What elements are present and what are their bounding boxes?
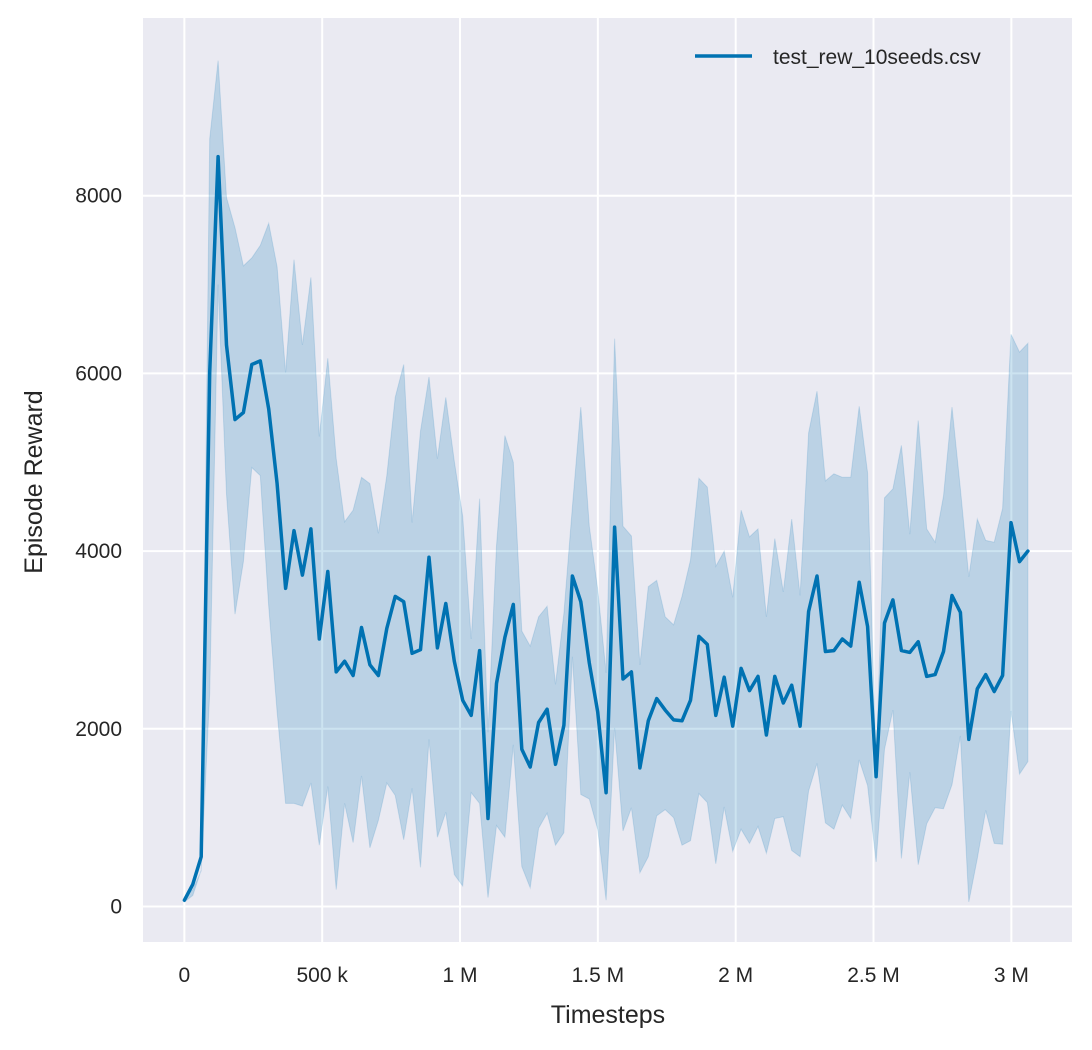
x-tick-label: 0 (179, 964, 191, 987)
x-tick-label: 500 k (296, 964, 348, 987)
y-tick-label: 6000 (75, 362, 122, 385)
x-tick-label: 2 M (718, 964, 753, 987)
y-axis-label: Episode Reward (20, 390, 48, 573)
legend: test_rew_10seeds.csv (695, 46, 981, 69)
legend-label: test_rew_10seeds.csv (773, 46, 981, 69)
x-tick-label: 1 M (443, 964, 478, 987)
x-axis-ticks: 0 500 k 1 M 1.5 M 2 M 2.5 M 3 M (179, 964, 1029, 987)
confidence-bands (183, 60, 1029, 904)
confidence-band (183, 60, 1029, 904)
y-tick-label: 8000 (75, 185, 122, 208)
y-tick-label: 0 (110, 895, 122, 918)
x-tick-label: 2.5 M (847, 964, 900, 987)
x-axis-label: Timesteps (551, 1001, 665, 1029)
x-tick-label: 3 M (994, 964, 1029, 987)
y-tick-label: 4000 (75, 540, 122, 563)
x-tick-label: 1.5 M (572, 964, 625, 987)
grid (143, 18, 1072, 942)
series-lines (182, 154, 1030, 902)
y-axis-ticks: 0 2000 4000 6000 8000 (75, 185, 122, 919)
y-tick-label: 2000 (75, 718, 122, 741)
